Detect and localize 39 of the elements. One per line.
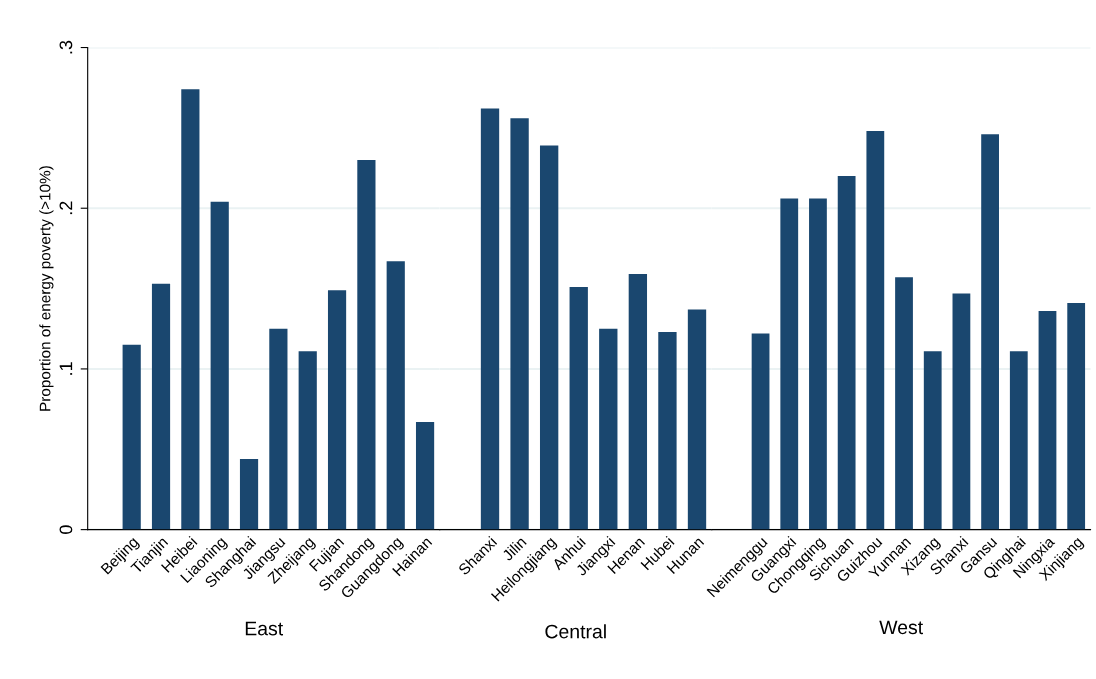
bar [239, 458, 259, 530]
bar [628, 274, 648, 530]
bar [780, 198, 799, 530]
bar [210, 201, 229, 530]
bar [599, 328, 618, 530]
x-axis-title: Central [545, 624, 606, 639]
bar [1067, 303, 1086, 530]
bar [480, 108, 500, 530]
bar [151, 283, 171, 530]
bar [327, 290, 347, 530]
bar [658, 331, 677, 530]
y-tick-label: 0 [59, 525, 73, 534]
bar [837, 176, 856, 530]
bar [539, 145, 559, 530]
bar [923, 351, 942, 530]
bar [895, 277, 913, 530]
bar [181, 89, 200, 530]
bar [122, 344, 141, 530]
y-axis-title: Proportion of energy poverty (>10%) [39, 166, 54, 411]
bar [386, 261, 405, 530]
y-tick-label: .3 [59, 40, 73, 54]
bar [569, 286, 588, 530]
bar [415, 421, 435, 530]
bar [751, 333, 770, 530]
bar [981, 134, 999, 530]
bar [1009, 351, 1028, 530]
x-axis-title: East [245, 621, 284, 636]
bar [809, 198, 827, 530]
y-tick-label: .2 [59, 201, 73, 215]
bar [510, 118, 529, 530]
y-tick-label: .1 [59, 362, 73, 375]
bar [866, 131, 885, 530]
bar [687, 309, 707, 530]
bar [1038, 311, 1057, 530]
x-axis-title: West [879, 620, 923, 635]
bar [298, 351, 317, 530]
bar [952, 293, 971, 530]
bar [357, 160, 376, 530]
bar [269, 328, 288, 530]
